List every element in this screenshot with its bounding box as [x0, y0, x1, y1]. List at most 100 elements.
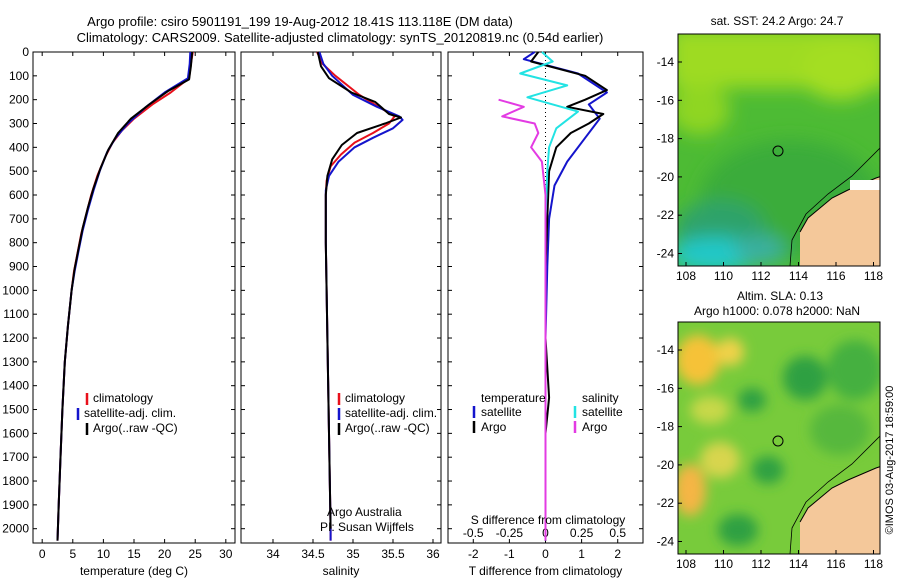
legend-label-temp-satellite: satellite [481, 405, 522, 419]
map-x-tick-label: 116 [826, 557, 845, 571]
x-tick-label: 34 [266, 547, 280, 561]
plot-frame [240, 51, 442, 544]
map-x-tick-label: 116 [826, 269, 845, 283]
map-y-tick-label: -22 [657, 208, 675, 222]
map-x-tick-label: 114 [789, 557, 808, 571]
y-tick-label: 1100 [3, 307, 29, 321]
map-y-tick-label: -24 [657, 247, 675, 261]
map-y-tick-label: -14 [657, 55, 675, 69]
difference-legend: temperature satellite Argo salinity sate… [471, 391, 626, 527]
legend-label-satellite: satellite-adj. clim. [345, 406, 437, 420]
sla-map-title: Altim. SLA: 0.13 [737, 289, 823, 303]
figure-title-line2: Climatology: CARS2009. Satellite-adjuste… [77, 30, 604, 45]
sst-map: sat. SST: 24.2 Argo: 24.7 -14 -16 -18 -20 -2… [657, 14, 884, 283]
x-tick-label: 35.5 [381, 547, 405, 561]
map-y-tick-label: -16 [657, 93, 675, 107]
x-tick-label: 35 [346, 547, 360, 561]
sst-map-title: sat. SST: 24.2 Argo: 24.7 [711, 14, 844, 28]
y-tick-label: 200 [9, 93, 29, 107]
map-x-tick-label: 110 [714, 269, 733, 283]
sla-map-subtitle: Argo h1000: 0.078 h2000: NaN [694, 304, 860, 318]
y-tick-label: 1300 [2, 355, 29, 369]
institution-label: Argo Australia [327, 505, 402, 519]
map-y-tick-label: -18 [657, 420, 675, 434]
x-tick-label: 2 [614, 547, 621, 561]
map-x-tick-label: 118 [864, 557, 883, 571]
y-tick-label: 300 [9, 117, 29, 131]
y-tick-label: 600 [9, 188, 29, 202]
x-tick-label: 15 [127, 547, 141, 561]
imos-watermark: ©IMOS 03-Aug-2017 18:59:00 [884, 386, 896, 535]
x-axis-label: salinity [323, 564, 360, 578]
x-tick-label: -1 [504, 547, 515, 561]
s-tick-label: 0.25 [570, 526, 594, 540]
y-tick-label: 0 [22, 45, 29, 59]
map-y-tick-label: -20 [657, 458, 675, 472]
y-tick-label: 100 [9, 69, 29, 83]
legend-label-climatology: climatology [93, 391, 153, 405]
x-tick-label: 30 [219, 547, 233, 561]
y-tick-label: 1900 [2, 498, 29, 512]
legend-label-sal-argo: Argo [582, 420, 608, 434]
x-axis-label: T difference from climatology [469, 564, 623, 578]
s-tick-label: -0.25 [496, 526, 524, 540]
map-x-tick-label: 114 [789, 269, 808, 283]
y-tick-label: 1600 [2, 426, 29, 440]
map-y-tick-label: -22 [657, 496, 675, 510]
y-tick-label: 500 [9, 164, 29, 178]
x-tick-label: 0 [39, 547, 46, 561]
y-tick-label: 1400 [2, 379, 29, 393]
y-tick-label: 900 [9, 260, 29, 274]
y-tick-label: 1200 [2, 331, 29, 345]
y-tick-label: 1800 [2, 474, 29, 488]
x-tick-label: 36 [426, 547, 440, 561]
plot-frame [32, 51, 236, 544]
y-tick-label: 1000 [2, 283, 29, 297]
series-line [530, 51, 608, 541]
y-tick-label: 1500 [2, 403, 29, 417]
x-tick-label: -2 [468, 547, 479, 561]
legend-label-argo: Argo(..raw -QC) [345, 421, 430, 435]
x-tick-label: 34.5 [301, 547, 325, 561]
series-line [519, 51, 579, 541]
y-tick-label: 700 [9, 212, 29, 226]
x-tick-label: 20 [158, 547, 172, 561]
x-tick-label: 1 [578, 547, 585, 561]
temperature-legend: climatology satellite-adj. clim. Argo(..… [76, 391, 178, 435]
pi-label: PI: Susan Wijffels [320, 520, 414, 534]
legend-title-temperature: temperature [481, 391, 546, 405]
x-axis-label: temperature (deg C) [80, 564, 188, 578]
series-line [316, 51, 402, 529]
map-x-tick-label: 108 [676, 557, 696, 571]
legend-label-sal-satellite: satellite [582, 405, 623, 419]
series-line [56, 51, 194, 541]
temperature-panel: 0100200300400500600700800900100011001200… [2, 45, 236, 578]
map-x-tick-label: 112 [751, 269, 770, 283]
map-x-tick-label: 110 [714, 557, 733, 571]
y-tick-label: 2000 [2, 522, 29, 536]
series-line [498, 98, 547, 541]
y-tick-label: 800 [9, 236, 29, 250]
map-y-tick-label: -20 [657, 170, 675, 184]
sla-map: Altim. SLA: 0.13 Argo h1000: 0.078 h2000… [657, 289, 884, 571]
legend-label-argo: Argo(..raw -QC) [93, 421, 178, 435]
y-tick-label: 1700 [2, 450, 29, 464]
map-x-tick-label: 112 [751, 557, 770, 571]
x-tick-label: 25 [189, 547, 203, 561]
salinity-legend: climatology satellite-adj. clim. Argo(..… [320, 391, 437, 534]
difference-panel: -2 -1 0 1 2 T difference from climatology -0.5… [447, 51, 644, 578]
salinity-panel: 34 34.5 35 35.5 36 salinity [240, 51, 442, 578]
s-tick-label: -0.5 [463, 526, 484, 540]
map-y-tick-label: -14 [657, 343, 675, 357]
x-tick-label: 5 [69, 547, 76, 561]
y-tick-label: 400 [9, 140, 29, 154]
map-x-tick-label: 118 [864, 269, 883, 283]
x-tick-label: 0 [542, 547, 549, 561]
legend-title-salinity: salinity [582, 391, 619, 405]
x-tick-label: 10 [97, 547, 111, 561]
s-difference-axis-label: S difference from climatology [471, 513, 626, 527]
legend-label-climatology: climatology [345, 391, 405, 405]
figure-title-line1: Argo profile: csiro 5901191_199 19-Aug-2… [87, 14, 513, 29]
map-y-tick-label: -18 [657, 132, 675, 146]
